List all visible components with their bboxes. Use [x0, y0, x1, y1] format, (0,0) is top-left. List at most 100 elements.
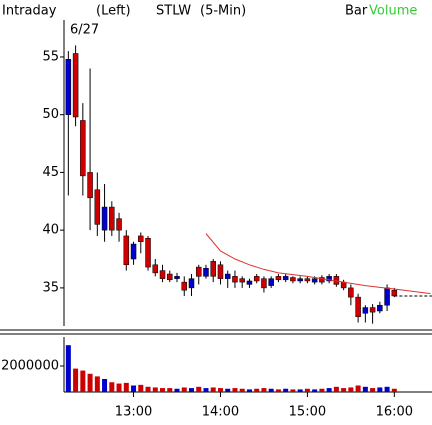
volume-bar — [246, 389, 252, 392]
candle-body — [123, 235, 130, 266]
candle-body — [282, 276, 289, 281]
volume-bar — [362, 386, 368, 392]
candle-body — [152, 264, 159, 274]
volume-bar — [65, 345, 71, 392]
header-label: Intraday — [2, 4, 57, 19]
y-tick-label: 40 — [42, 223, 59, 238]
candle-body — [101, 206, 108, 231]
candle-body — [290, 277, 296, 282]
candle-body — [87, 172, 93, 199]
volume-bar — [217, 388, 223, 392]
volume-bar — [239, 388, 245, 392]
header-label: (Left) — [96, 4, 131, 19]
volume-bar — [319, 388, 325, 392]
candle-body — [174, 276, 180, 279]
volume-bar — [73, 368, 79, 392]
candle-body — [275, 276, 282, 281]
candle-body — [203, 268, 209, 277]
candle-body — [65, 59, 72, 115]
x-tick-label: 15:00 — [289, 405, 326, 420]
volume-bar — [355, 385, 361, 392]
volume-bar — [131, 385, 137, 392]
candle-body — [80, 120, 86, 177]
candle-body — [130, 243, 137, 260]
volume-bar — [102, 378, 108, 392]
header-label: (5-Min) — [200, 4, 246, 19]
volume-bar — [232, 388, 238, 392]
candle-body — [311, 278, 318, 283]
candle-body — [297, 278, 303, 282]
candle-body — [188, 278, 195, 289]
volume-bar — [370, 388, 376, 392]
candle-body — [210, 261, 216, 277]
candle-body — [181, 281, 188, 291]
volume-bar — [254, 388, 260, 392]
y-tick-label: 55 — [42, 49, 59, 64]
volume-bar — [283, 388, 289, 392]
candle-body — [348, 287, 354, 298]
volume-bar — [384, 386, 390, 392]
x-tick-label: 16:00 — [376, 405, 413, 420]
volume-bar — [348, 387, 354, 392]
candle-body — [217, 264, 224, 279]
volume-bar — [167, 388, 173, 392]
header-label: STLW — [156, 4, 191, 19]
volume-bar — [341, 388, 347, 392]
candle-body — [246, 280, 253, 285]
candle-body — [72, 53, 79, 118]
candle-body — [116, 218, 122, 231]
volume-bar — [181, 387, 187, 392]
x-tick-label: 14:00 — [202, 405, 239, 420]
candle-body — [319, 277, 325, 283]
volume-bar — [377, 387, 383, 392]
volume-bar — [333, 386, 339, 392]
volume-bar — [138, 384, 144, 392]
candle-body — [94, 189, 101, 225]
volume-bar — [145, 386, 151, 392]
y-tick-label: 35 — [42, 280, 59, 295]
y-tick-label: 45 — [42, 165, 59, 180]
candle-body — [145, 237, 151, 268]
volume-bar — [123, 382, 129, 392]
date-label: 6/27 — [70, 23, 99, 38]
candle-body — [355, 296, 361, 318]
volume-bar — [275, 389, 281, 392]
volume-bar — [290, 389, 296, 392]
candle-body — [232, 276, 238, 283]
average-line — [205, 233, 431, 295]
volume-bar — [210, 387, 216, 392]
volume-bar — [188, 388, 194, 392]
header-label: Bar — [345, 4, 368, 19]
candle-body — [326, 276, 332, 282]
header-label: Volume — [369, 4, 417, 19]
volume-bar — [312, 389, 318, 392]
candle-body — [261, 278, 267, 289]
candle-body — [195, 266, 202, 277]
candle-body — [391, 289, 398, 297]
y-tick-label: 50 — [42, 107, 59, 122]
volume-bar — [87, 373, 93, 392]
volume-bar — [109, 382, 115, 392]
candle-body — [268, 278, 274, 286]
x-tick-label: 13:00 — [115, 405, 152, 420]
y-tick-label: 2000000 — [1, 358, 59, 373]
candle-body — [224, 273, 231, 279]
candle-body — [304, 278, 311, 282]
volume-bar — [297, 389, 303, 392]
volume-bar — [268, 388, 274, 392]
volume-bar — [203, 388, 209, 392]
candle-body — [377, 304, 383, 312]
volume-bar — [174, 388, 180, 392]
candle-body — [159, 270, 166, 279]
volume-bar — [225, 388, 231, 392]
candle-body — [109, 206, 115, 231]
candle-body — [138, 235, 144, 242]
volume-bar — [152, 387, 158, 392]
volume-bar — [391, 388, 397, 392]
candle-body — [340, 281, 347, 289]
candle-body — [362, 307, 369, 314]
volume-bar — [304, 388, 310, 392]
candle-body — [253, 276, 260, 282]
